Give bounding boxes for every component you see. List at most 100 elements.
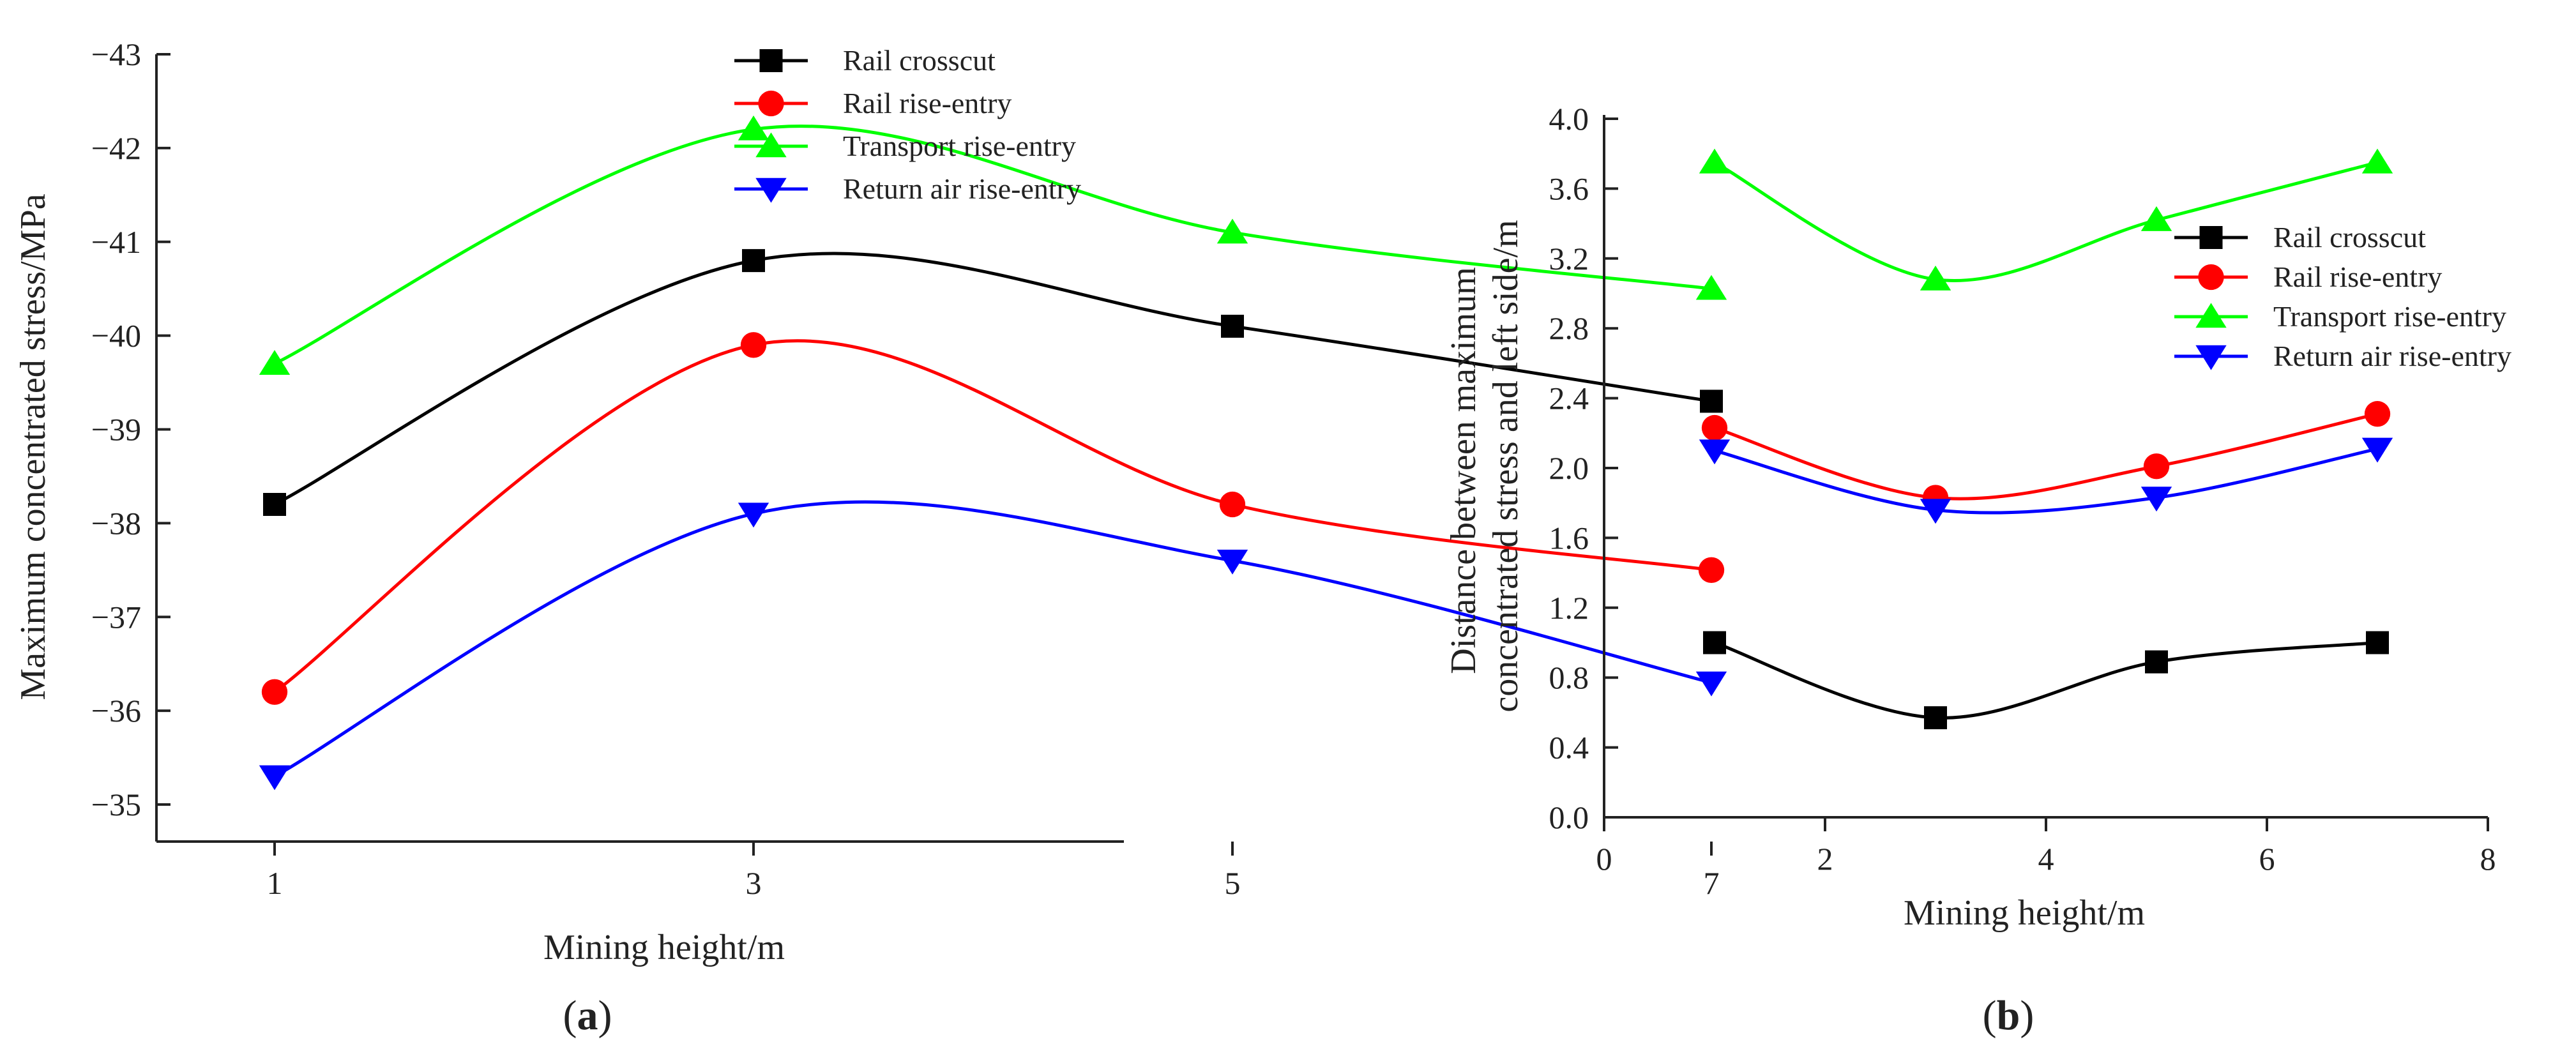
chart-a-data-point	[738, 503, 769, 528]
chart-a-legend-label: Rail rise-entry	[843, 87, 1011, 119]
chart-b-y-tick-label: 0.0	[1549, 799, 1589, 835]
chart-b-series-line	[1714, 641, 2378, 720]
chart-b-y-tick-label: 1.6	[1549, 520, 1589, 555]
chart-a-x-tick-label: 5	[1225, 865, 1241, 901]
chart-b-y-tick-label: 1.2	[1549, 590, 1589, 626]
chart-a-series-line	[273, 125, 1712, 365]
chart-b-data-point	[2145, 650, 2168, 674]
chart-b-y-tick-label: 3.6	[1549, 170, 1589, 206]
chart-b-legend-item: Return air rise-entry	[2174, 340, 2512, 372]
chart-b-data-point	[2361, 437, 2393, 463]
chart-a-legend-item: Rail rise-entry	[734, 87, 1011, 119]
chart-a-panel-label: (a)	[563, 992, 612, 1039]
chart-b-series-triangle-up	[1699, 148, 2393, 291]
chart-a-data-point	[1695, 671, 1727, 697]
chart-b-data-point	[1920, 266, 1951, 291]
chart-b-data-point	[2140, 206, 2172, 231]
chart-a-x-ticks: 1 3 5 7	[267, 842, 1720, 901]
chart-b-y-tick-label: 2.4	[1549, 381, 1589, 416]
chart-b-legend: Rail crosscut Rail rise-entry Transport ri…	[2174, 221, 2512, 372]
chart-b-y-tick-label: 4.0	[1549, 101, 1589, 137]
chart-b-panel-label: (b)	[1983, 992, 2034, 1039]
chart-a-data-point	[1216, 218, 1248, 244]
chart-b-legend-item: Transport rise-entry	[2174, 300, 2506, 333]
chart-a-data-point	[740, 332, 767, 358]
chart-a-y-tick-label: −41	[91, 224, 141, 260]
chart-a-data-point	[1221, 314, 1244, 338]
chart-a-x-tick-label: 1	[267, 865, 283, 901]
chart-a-legend-marker	[759, 49, 783, 72]
chart-a-y-tick-label: −39	[91, 412, 141, 448]
chart-b-legend-label: Rail crosscut	[2273, 221, 2426, 253]
chart-a-legend-label: Rail crosscut	[843, 44, 996, 77]
chart-b-series	[1699, 148, 2393, 730]
chart-a-legend-label: Return air rise-entry	[843, 172, 1081, 205]
chart-b-series-line	[1713, 160, 2378, 282]
chart-b-series-square	[1703, 631, 2389, 730]
chart-a-data-point	[1216, 549, 1248, 575]
chart-b-legend-label: Rail rise-entry	[2273, 261, 2442, 293]
chart-b-data-point	[1920, 499, 1951, 524]
chart-b-series-line	[1714, 447, 2378, 515]
chart-b-data-point	[1699, 148, 1731, 174]
chart-a-legend-item: Rail crosscut	[734, 44, 996, 77]
chart-b-x-tick-label: 2	[1817, 841, 1833, 877]
chart-b-data-point	[1703, 631, 1726, 654]
chart-b-legend-label: Transport rise-entry	[2273, 300, 2506, 333]
chart-a-data-point	[742, 249, 765, 273]
chart-b-y-axis-title: Distance between maximum concentrated st…	[1444, 220, 1526, 712]
chart-a-x-tick-label: 3	[746, 865, 762, 901]
chart-a-data-point	[1698, 557, 1725, 583]
chart-a-legend-label: Transport rise-entry	[843, 130, 1076, 162]
chart-a-y-tick-label: −43	[91, 36, 141, 72]
chart-b-data-point	[2143, 453, 2170, 480]
chart-b-y-ticks: 0.0 0.4 0.8 1.2 1.6 2.0 2.4 2.8 3.2 3.6 4.0	[1549, 101, 1618, 835]
chart-a-legend-marker	[755, 178, 787, 203]
chart-b-data-point	[1701, 414, 1728, 441]
chart-b-y-tick-label: 2.0	[1549, 450, 1589, 486]
chart-a-series-line	[273, 339, 1712, 693]
chart-a-data-point	[1695, 275, 1727, 300]
chart-a-x-axis-title: Mining height/m	[543, 928, 785, 967]
chart-b-legend-label: Return air rise-entry	[2273, 340, 2512, 372]
chart-b-data-point	[1924, 706, 1947, 730]
chart-a-data-point	[1700, 389, 1723, 413]
chart-b-data-point	[2366, 631, 2389, 654]
chart-a-data-point	[738, 115, 769, 140]
chart-a-y-axis-title: Maximum concentrated stress/MPa	[13, 193, 53, 700]
chart-b-legend-marker	[2195, 345, 2227, 370]
chart-a-legend-marker	[755, 132, 787, 158]
chart-b-data-point	[2361, 148, 2393, 174]
chart-a-y-tick-label: −42	[91, 130, 141, 166]
chart-b-y-tick-label: 0.4	[1549, 730, 1589, 766]
chart-a: −35 −36 −37 −38 −39 −40 −41 −42 −43 1 3 5 7 Rail cr…	[13, 36, 1727, 1039]
chart-a-legend: Rail crosscut Rail rise-entry Transport ri…	[734, 44, 1081, 205]
chart-b-y-tick-label: 2.8	[1549, 310, 1589, 346]
chart-b-legend-item: Rail rise-entry	[2174, 261, 2442, 293]
chart-b-axes	[1603, 115, 2488, 819]
chart-a-y-ticks: −35 −36 −37 −38 −39 −40 −41 −42 −43	[91, 36, 170, 822]
chart-a-data-point	[259, 350, 291, 375]
chart-b-data-point	[1699, 439, 1731, 465]
chart-b-x-axis-title: Mining height/m	[1904, 893, 2145, 933]
chart-b-data-point	[2140, 487, 2172, 512]
chart-a-y-tick-label: −38	[91, 505, 141, 541]
chart-a-legend-item: Transport rise-entry	[734, 130, 1076, 162]
chart-a-series-square	[263, 249, 1723, 516]
chart-b-x-tick-label: 8	[2480, 841, 2496, 877]
chart-a-y-tick-label: −35	[91, 787, 141, 822]
chart-a-y-tick-label: −40	[91, 318, 141, 354]
chart-a-data-point	[263, 493, 286, 516]
chart-b-x-tick-label: 0	[1596, 841, 1612, 877]
chart-a-data-point	[259, 765, 291, 790]
chart-b-series-triangle-down	[1699, 437, 2393, 524]
chart-b-x-ticks: 0 2 4 6 8	[1596, 817, 2496, 877]
chart-a-series-circle	[261, 332, 1725, 705]
chart-a-series	[259, 115, 1727, 790]
chart-b-series-line	[1714, 412, 2378, 501]
chart-b-legend-marker	[2198, 264, 2224, 291]
chart-a-y-tick-label: −37	[91, 599, 141, 635]
